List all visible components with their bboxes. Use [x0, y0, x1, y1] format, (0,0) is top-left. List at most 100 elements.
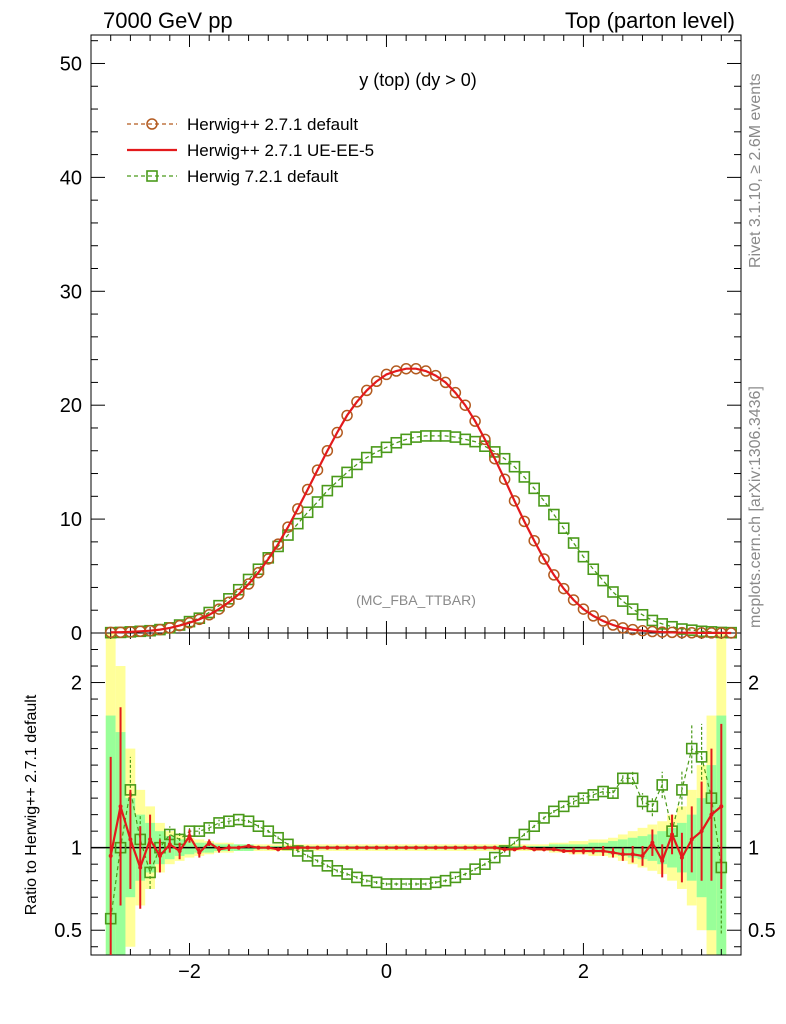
- ratio-tick-label-right: 2: [748, 673, 759, 695]
- ratio-herwig-ue-marker: [532, 847, 537, 852]
- ratio-herwig-ue-marker: [285, 845, 290, 850]
- herwig-default-marker: [272, 538, 284, 550]
- herwig-default-marker: [528, 534, 540, 547]
- ratio-herwig-ue-marker: [128, 837, 133, 842]
- herwig-default-marker: [538, 553, 550, 565]
- herwig7-marker: [301, 506, 314, 519]
- y-tick-label: 40: [60, 167, 82, 189]
- ratio-herwig-ue-marker: [177, 848, 182, 853]
- herwig-default-marker: [498, 473, 511, 485]
- herwig7-marker: [548, 508, 560, 521]
- herwig7-marker: [518, 471, 531, 483]
- ratio-herwig-ue-marker: [256, 845, 261, 850]
- ratio-herwig7-marker: [518, 828, 531, 841]
- ratio-herwig-ue-marker: [157, 853, 162, 858]
- ratio-plot-area: [90, 632, 742, 956]
- ratio-herwig7-marker: [656, 779, 669, 791]
- herwig-default-marker: [420, 365, 432, 377]
- herwig-default-marker: [193, 613, 206, 626]
- header-left: 7000 GeV pp: [103, 8, 233, 33]
- analysis-watermark: (MC_FBA_TTBAR): [356, 592, 476, 608]
- herwig-default-marker: [242, 578, 255, 590]
- ratio-herwig-ue-marker: [453, 845, 458, 850]
- ratio-herwig-ue-marker: [217, 847, 222, 852]
- herwig7-marker: [370, 446, 383, 458]
- ratio-herwig-ue-marker: [689, 837, 694, 842]
- ratio-herwig-ue-marker: [236, 845, 241, 850]
- herwig-default-marker: [567, 594, 580, 606]
- herwig-default-marker: [292, 503, 304, 515]
- ratio-herwig-ue-marker: [335, 845, 340, 850]
- ratio-herwig-ue-marker: [197, 850, 202, 855]
- herwig7-marker: [557, 522, 570, 535]
- x-tick-label: 2: [578, 961, 589, 983]
- ratio-herwig-ue-marker: [591, 848, 596, 853]
- ratio-herwig-ue-marker: [187, 834, 192, 839]
- ratio-herwig-ue-marker: [699, 829, 704, 834]
- ratio-herwig7-marker: [538, 812, 550, 824]
- ratio-herwig-ue-marker: [148, 837, 153, 842]
- ratio-tick-label-right: 1: [748, 838, 759, 860]
- ratio-herwig-ue-marker: [315, 845, 320, 850]
- ratio-herwig-ue-marker: [630, 852, 635, 857]
- ratio-herwig7-marker: [144, 866, 156, 879]
- herwig-default-marker: [311, 464, 324, 476]
- rivet-label: Rivet 3.1.10, ≥ 2.6M events: [747, 73, 764, 268]
- herwig7-marker: [607, 586, 619, 598]
- ratio-tick-label-right: 0.5: [748, 920, 776, 942]
- ratio-herwig-ue-marker: [276, 847, 281, 852]
- ratio-herwig-ue-marker: [295, 845, 300, 850]
- ratio-herwig-ue-marker: [433, 845, 438, 850]
- ratio-herwig7-marker: [262, 825, 275, 837]
- ratio-herwig-ue-marker: [492, 845, 497, 850]
- x-tick-label: −2: [178, 961, 201, 983]
- ratio-herwig-ue-marker: [226, 845, 231, 850]
- herwig-default-marker: [587, 610, 600, 622]
- x-tick-label: 0: [381, 961, 392, 983]
- ratio-herwig-ue-marker: [394, 845, 399, 850]
- ratio-herwig-ue-marker: [266, 845, 271, 850]
- ratio-herwig7-marker: [607, 787, 619, 799]
- site-label: mcplots.cern.ch [arXiv:1306.3436]: [747, 386, 764, 628]
- ratio-herwig-ue-marker: [522, 845, 527, 850]
- herwig-default-marker: [557, 582, 570, 595]
- y-tick-label: 10: [60, 509, 82, 531]
- herwig-default-marker: [469, 415, 481, 427]
- herwig7-marker: [646, 614, 659, 627]
- ratio-herwig-ue-marker: [650, 840, 655, 845]
- ratio-plot-frame: [90, 632, 742, 956]
- ratio-herwig-ue-marker: [561, 848, 566, 853]
- herwig-default-marker: [429, 369, 442, 382]
- herwig-default-marker: [321, 445, 334, 457]
- ratio-herwig7-marker: [626, 772, 639, 785]
- legend-herwig7-marker: [146, 170, 158, 182]
- ratio-herwig-ue-marker: [443, 845, 448, 850]
- ratio-herwig-ue-marker: [610, 850, 615, 855]
- ratio-herwig-ue-marker: [601, 848, 606, 853]
- y-tick-label: 50: [60, 53, 82, 75]
- herwig-default-marker: [183, 616, 196, 629]
- legend-herwig7-label: Herwig 7.2.1 default: [187, 167, 338, 186]
- herwig-default-marker: [518, 515, 531, 528]
- y-tick-label: 0: [71, 623, 82, 645]
- herwig-default-marker: [548, 569, 560, 581]
- herwig-default-marker: [282, 521, 294, 533]
- legend-herwig-ue-label: Herwig++ 2.7.1 UE-EE-5: [187, 141, 374, 160]
- ratio-herwig-ue-marker: [423, 845, 428, 850]
- ratio-herwig-ue-marker: [354, 845, 359, 850]
- herwig7-marker: [508, 460, 521, 473]
- herwig-default-marker: [341, 409, 353, 422]
- ratio-ylabel: Ratio to Herwig++ 2.7.1 default: [23, 694, 40, 915]
- ratio-herwig-ue-marker: [571, 848, 576, 853]
- ratio-herwig-ue-marker: [138, 865, 143, 870]
- herwig7-marker: [351, 458, 363, 471]
- ratio-herwig-ue-marker: [640, 853, 645, 858]
- ratio-herwig-ue-marker: [108, 853, 113, 858]
- ratio-herwig-ue-marker: [167, 842, 172, 847]
- herwig7-marker: [587, 563, 600, 576]
- ratio-herwig7-marker: [528, 820, 540, 833]
- ratio-herwig-ue-marker: [542, 847, 547, 852]
- ratio-herwig-ue-marker: [512, 847, 517, 852]
- herwig7-marker: [331, 475, 344, 488]
